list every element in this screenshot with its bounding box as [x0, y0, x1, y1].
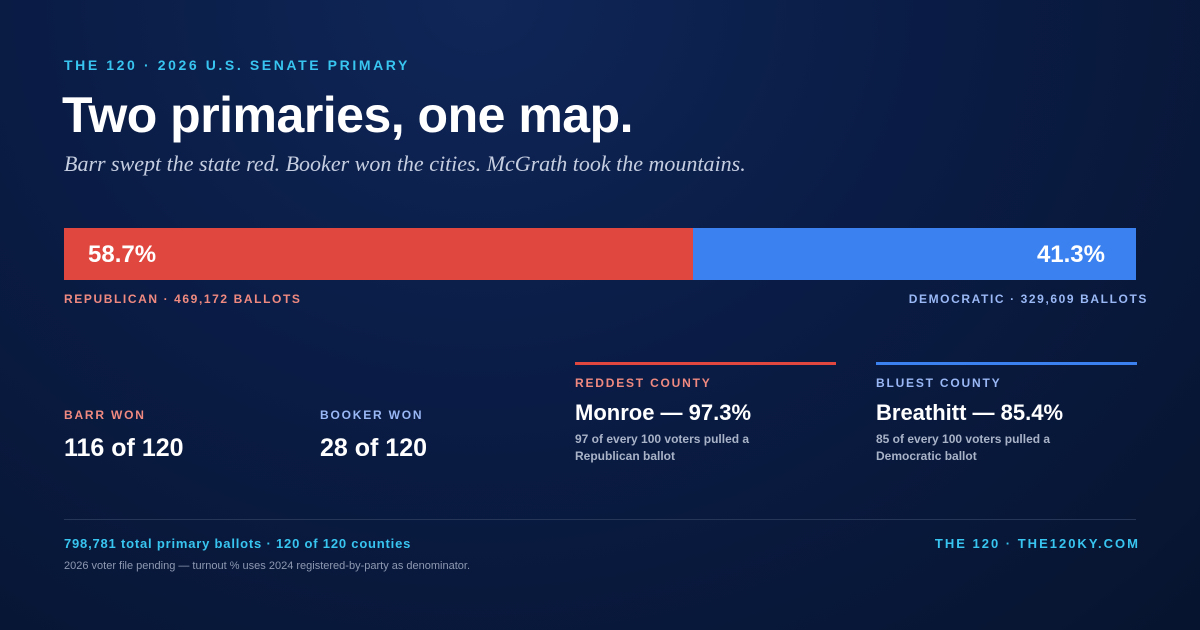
footer-note: 2026 voter file pending — turnout % uses… — [64, 560, 471, 572]
county-label: BLUEST COUNTY — [876, 376, 1002, 390]
county-value: Monroe — 97.3% — [575, 400, 752, 425]
stat-label: BOOKER WON — [320, 408, 424, 422]
split-bar: 58.7% 41.3% — [64, 228, 1136, 280]
footer-summary: 798,781 total primary ballots · 120 of 1… — [64, 536, 412, 551]
county-note: 85 of every 100 voters pulled a Democrat… — [876, 432, 1051, 463]
stat-value: 28 of 120 — [320, 434, 428, 462]
rule — [876, 362, 1137, 365]
footer-site: THE 120 · THE120KY.COM — [934, 536, 1140, 551]
rule — [575, 362, 836, 365]
bar-segment: 58.7% — [64, 228, 694, 280]
title: Two primaries, one map. — [62, 87, 634, 143]
divider — [64, 519, 1136, 520]
bar-label: 58.7% — [88, 241, 157, 268]
county-label: REDDEST COUNTY — [575, 376, 712, 390]
stat-value: 116 of 120 — [64, 434, 184, 462]
county-note: 97 of every 100 voters pulled a Republic… — [575, 432, 750, 463]
kicker: THE 120 · 2026 U.S. SENATE PRIMARY — [64, 57, 410, 73]
bar-caption: REPUBLICAN · 469,172 BALLOTS — [64, 292, 302, 306]
bar-label: 41.3% — [1036, 241, 1105, 268]
bar-segment: 41.3% — [693, 228, 1136, 280]
stat-label: BARR WON — [64, 408, 146, 422]
bar-caption: DEMOCRATIC · 329,609 BALLOTS — [908, 292, 1148, 306]
county-value: Breathitt — 85.4% — [876, 400, 1064, 425]
subtitle: Barr swept the state red. Booker won the… — [64, 151, 746, 176]
